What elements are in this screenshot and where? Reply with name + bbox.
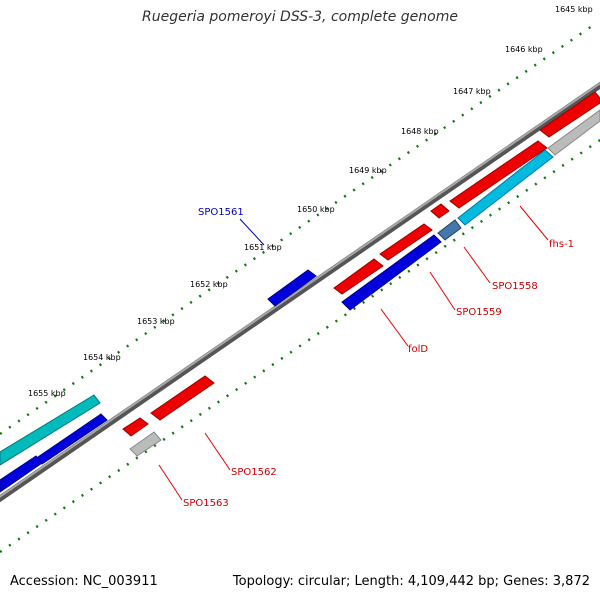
gene-upper-red-5[interactable] xyxy=(539,91,600,138)
gene-fold-arrow[interactable] xyxy=(341,234,442,311)
gene-label-spo1559[interactable]: SPO1559 xyxy=(456,307,502,318)
genome-backbone xyxy=(0,81,600,503)
gene-spo1562-arrow[interactable] xyxy=(150,375,215,421)
gene-grey-right[interactable] xyxy=(547,109,600,156)
gene-spo1563-arrow[interactable] xyxy=(129,431,162,457)
gene-upper-red-4[interactable] xyxy=(449,140,548,209)
tick-label-1649: 1649 kbp xyxy=(349,166,387,175)
gene-spo1558-arrow[interactable] xyxy=(437,219,462,241)
tick-label-1647: 1647 kbp xyxy=(453,87,491,96)
gene-arrows xyxy=(0,91,600,466)
tick-label-1652: 1652 kbp xyxy=(190,280,228,289)
gene-fhs1-arrow[interactable] xyxy=(457,149,554,226)
gene-label-fold[interactable]: folD xyxy=(408,344,428,355)
gene-left-blue-2[interactable] xyxy=(0,455,43,493)
inner-gene-arrows xyxy=(0,109,600,493)
gene-upper-red-1[interactable] xyxy=(333,258,384,295)
tick-label-1654: 1654 kbp xyxy=(83,353,121,362)
gene-upper-red-2[interactable] xyxy=(379,223,433,261)
genome-summary-text: Topology: circular; Length: 4,109,442 bp… xyxy=(232,574,590,589)
gene-upper-red-3[interactable] xyxy=(430,203,450,219)
gene-label-spo1561[interactable]: SPO1561 xyxy=(198,207,244,218)
tick-label-1655: 1655 kbp xyxy=(28,389,66,398)
label-leaders xyxy=(158,205,549,501)
tick-label-1650: 1650 kbp xyxy=(297,205,335,214)
gene-label-spo1563[interactable]: SPO1563 xyxy=(183,498,229,509)
tick-label-1651: 1651 kbp xyxy=(244,243,282,252)
gene-label-spo1562[interactable]: SPO1562 xyxy=(231,467,277,478)
gene-label-spo1558[interactable]: SPO1558 xyxy=(492,281,538,292)
gene-teal-arrow[interactable] xyxy=(0,394,101,466)
gene-labels: SPO1561 fhs-1 SPO1558 SPO1559 folD SPO15… xyxy=(183,207,574,509)
tick-label-1648: 1648 kbp xyxy=(401,127,439,136)
gene-spo1561-arrow[interactable] xyxy=(267,269,317,307)
tick-labels: 1645 kbp 1646 kbp 1647 kbp 1648 kbp 1649… xyxy=(28,5,593,398)
accession-text: Accession: NC_003911 xyxy=(10,574,158,589)
tick-label-1646: 1646 kbp xyxy=(505,45,543,54)
outer-tick-ring xyxy=(0,24,593,436)
gene-left-red[interactable] xyxy=(122,417,149,437)
tick-label-1653: 1653 kbp xyxy=(137,317,175,326)
map-title: Ruegeria pomeroyi DSS-3, complete genome xyxy=(142,9,458,25)
inner-tick-ring xyxy=(0,138,600,554)
gene-label-fhs-1[interactable]: fhs-1 xyxy=(549,239,574,250)
tick-label-1645: 1645 kbp xyxy=(555,5,593,14)
